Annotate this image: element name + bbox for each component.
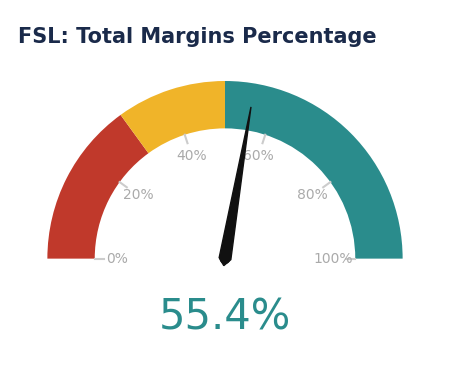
Text: 20%: 20%	[122, 188, 153, 202]
Text: 100%: 100%	[313, 252, 352, 265]
Wedge shape	[47, 115, 148, 259]
Text: FSL: Total Margins Percentage: FSL: Total Margins Percentage	[18, 27, 377, 47]
Text: 0%: 0%	[106, 252, 128, 265]
Wedge shape	[121, 81, 225, 153]
Text: 55.4%: 55.4%	[159, 297, 291, 339]
Text: 40%: 40%	[176, 149, 207, 163]
Text: 80%: 80%	[297, 188, 328, 202]
Polygon shape	[219, 107, 251, 265]
Wedge shape	[225, 81, 403, 259]
Circle shape	[220, 254, 230, 264]
Text: 60%: 60%	[243, 149, 274, 163]
